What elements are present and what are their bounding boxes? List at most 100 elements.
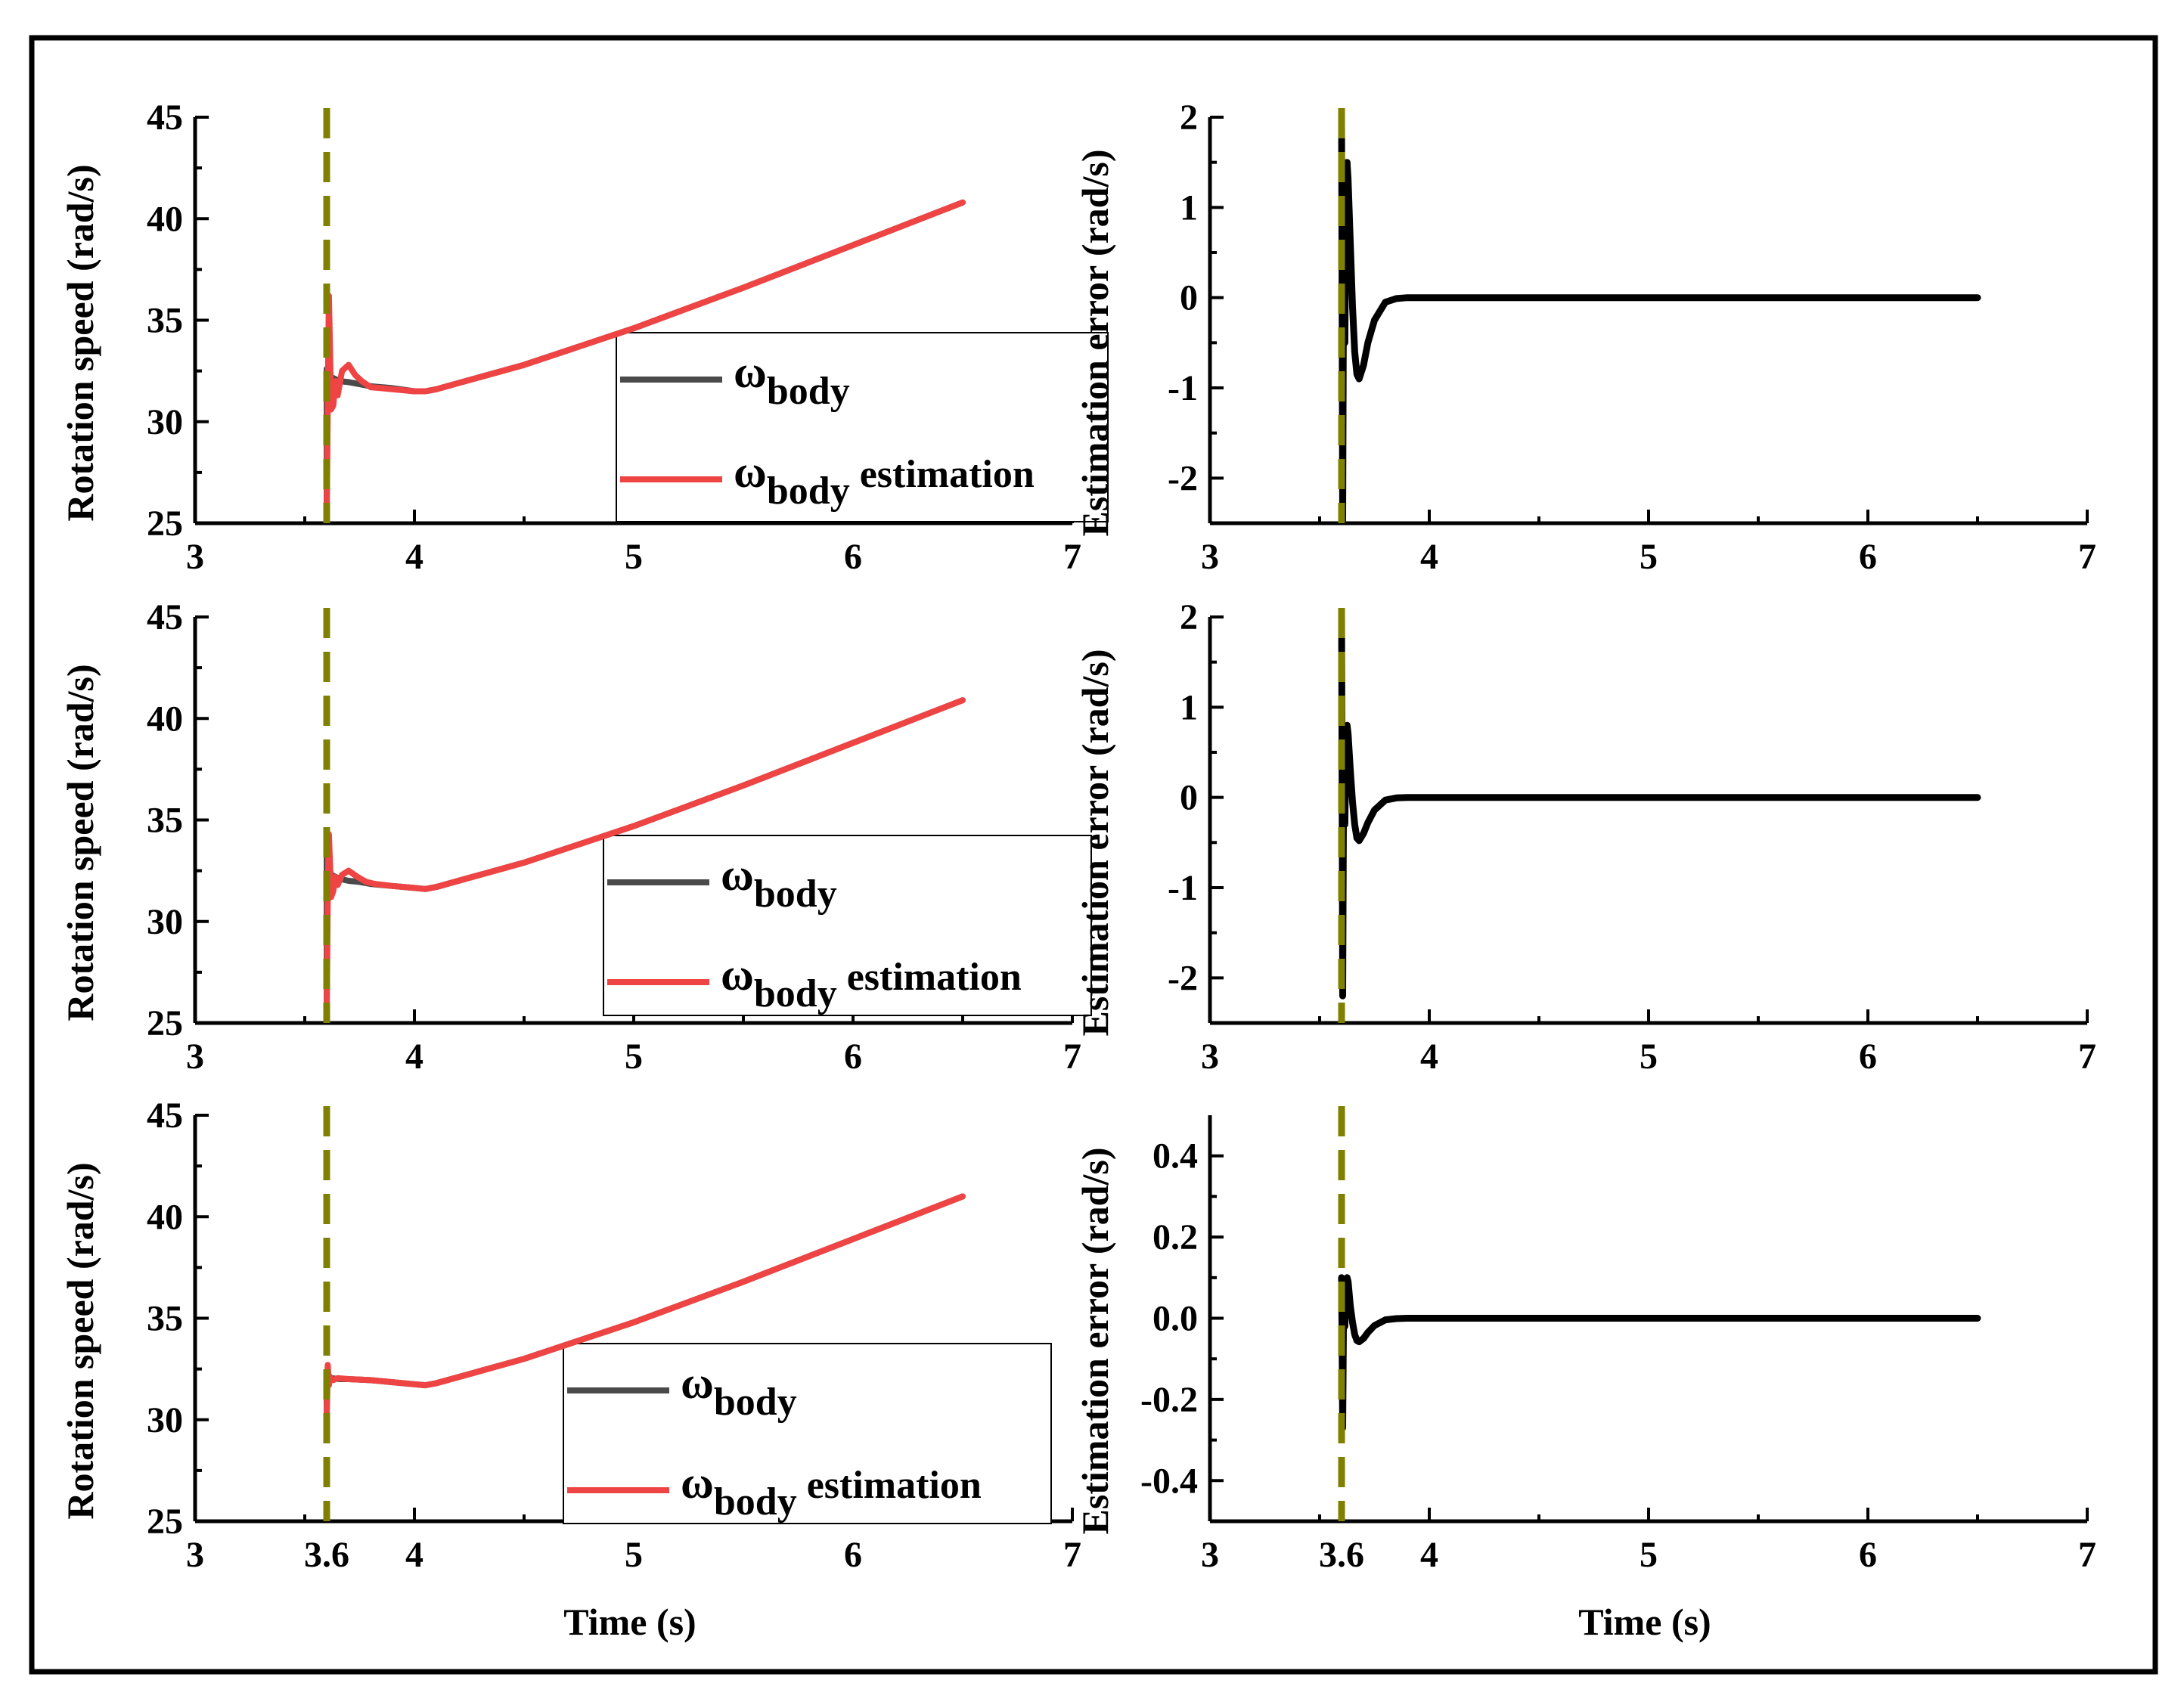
x-tick-label: 5 <box>625 1037 643 1077</box>
x-axis-label: Time (s) <box>563 1601 696 1643</box>
legend-symbol: ω <box>681 1358 714 1408</box>
x-tick-label: 3.6 <box>304 1535 349 1575</box>
y-tick-label: 0 <box>1180 778 1198 818</box>
y-tick-label: 0 <box>1180 278 1198 318</box>
y-tick-label: 45 <box>147 98 183 138</box>
y-tick-label: -1 <box>1168 868 1198 908</box>
y-tick-label: -0.2 <box>1140 1380 1198 1420</box>
x-tick-label: 7 <box>2078 537 2096 577</box>
x-tick-label: 4 <box>1420 537 1438 577</box>
y-tick-label: 40 <box>147 1197 183 1237</box>
legend-subscript: body <box>767 370 850 413</box>
legend-label: ωbody <box>721 850 837 916</box>
y-axis-label: Rotation speed (rad/s) <box>59 164 101 521</box>
x-tick-label: 6 <box>1859 1037 1877 1077</box>
legend-box <box>603 835 1092 1016</box>
y-tick-label: 30 <box>147 1400 183 1440</box>
x-tick-label: 3 <box>186 537 204 577</box>
y-tick-label: -2 <box>1168 458 1198 498</box>
legend-subscript: body <box>754 873 837 916</box>
y-tick-label: 25 <box>147 1502 183 1542</box>
y-tick-label: 30 <box>147 902 183 942</box>
x-tick-label: 6 <box>1859 1535 1877 1575</box>
x-tick-label: 4 <box>405 1535 423 1575</box>
y-tick-label: 1 <box>1180 188 1198 228</box>
x-axis-label: Time (s) <box>1578 1601 1711 1643</box>
y-tick-label: 35 <box>147 1299 183 1339</box>
y-axis-label: Estimation error (rad/s) <box>1074 1148 1116 1535</box>
legend-subscript: body <box>754 972 837 1015</box>
plot-area <box>324 199 966 523</box>
figure-border <box>29 35 2158 1675</box>
plot-area <box>324 697 966 1023</box>
y-tick-label: 40 <box>147 199 183 239</box>
legend-subscript: body <box>714 1381 797 1424</box>
y-tick-label: -2 <box>1168 958 1198 998</box>
x-tick-label: 6 <box>844 537 862 577</box>
panel-error-3: 3 3.6 4 5 6 7 -0.4 -0.2 0.0 0.2 0.4 Estimation erro… <box>1074 1106 2096 1643</box>
y-tick-label: 0.2 <box>1152 1217 1198 1257</box>
y-axis-label: Rotation speed (rad/s) <box>59 664 101 1021</box>
legend-label: ωbody <box>681 1358 797 1424</box>
y-axis-label: Estimation error (rad/s) <box>1074 649 1116 1037</box>
y-tick-label: 2 <box>1180 597 1198 637</box>
legend-label: ωbody estimation <box>721 950 1022 1015</box>
y-tick-label: 35 <box>147 801 183 841</box>
y-tick-label: 0.0 <box>1152 1299 1198 1339</box>
x-tick-label: 4 <box>1420 1535 1438 1575</box>
y-tick-label: 25 <box>147 504 183 544</box>
legend-label: ωbody estimation <box>734 447 1035 513</box>
series-line-estimation <box>324 199 966 523</box>
series-line-error <box>1338 614 1981 1000</box>
y-tick-label: 40 <box>147 699 183 739</box>
y-tick-label: 2 <box>1180 98 1198 138</box>
x-tick-label: 3 <box>186 1037 204 1077</box>
x-tick-label: 5 <box>1640 537 1658 577</box>
y-tick-label: 45 <box>147 597 183 637</box>
y-tick-label: -0.4 <box>1140 1461 1198 1501</box>
series-line-error <box>1338 114 1981 523</box>
panel-error-1: 3 4 5 6 7 -2 -1 0 1 2 Estimation error (rad/s) <box>1074 98 2096 577</box>
x-tick-label: 3 <box>1201 1037 1219 1077</box>
legend-symbol: ω <box>734 347 767 397</box>
x-tick-label: 7 <box>1063 1037 1081 1077</box>
y-tick-label: 35 <box>147 301 183 341</box>
x-tick-label: 7 <box>2078 1037 2096 1077</box>
legend-symbol: ω <box>721 850 754 900</box>
plot-area <box>1338 614 1981 1000</box>
legend-box <box>563 1343 1052 1524</box>
x-tick-label: 5 <box>1640 1037 1658 1077</box>
y-tick-label: 25 <box>147 1003 183 1043</box>
x-tick-label: 5 <box>1640 1535 1658 1575</box>
legend-suffix: estimation <box>837 956 1022 999</box>
series-line-error <box>1338 1274 1981 1431</box>
x-tick-label: 7 <box>1063 1535 1081 1575</box>
legend-suffix: estimation <box>797 1464 982 1507</box>
x-tick-label: 5 <box>625 1535 643 1575</box>
x-tick-label: 6 <box>844 1037 862 1077</box>
x-tick-label: 7 <box>1063 537 1081 577</box>
y-axis-label: Rotation speed (rad/s) <box>59 1162 101 1519</box>
series-line-estimation <box>324 697 966 1023</box>
y-axis-label: Estimation error (rad/s) <box>1074 150 1116 537</box>
x-tick-label: 6 <box>1859 537 1877 577</box>
y-tick-label: 30 <box>147 402 183 442</box>
x-tick-label: 4 <box>405 537 423 577</box>
x-tick-label: 7 <box>2078 1535 2096 1575</box>
x-tick-label: 3.6 <box>1319 1535 1364 1575</box>
legend-label: ωbody <box>734 347 850 413</box>
x-tick-label: 5 <box>625 537 643 577</box>
x-tick-label: 3 <box>186 1535 204 1575</box>
y-tick-label: 0.4 <box>1152 1136 1198 1176</box>
plot-area <box>1338 114 1981 523</box>
panel-error-2: 3 4 5 6 7 -2 -1 0 1 2 Estimation error (rad/s) <box>1074 597 2096 1077</box>
legend-subscript: body <box>767 470 850 513</box>
